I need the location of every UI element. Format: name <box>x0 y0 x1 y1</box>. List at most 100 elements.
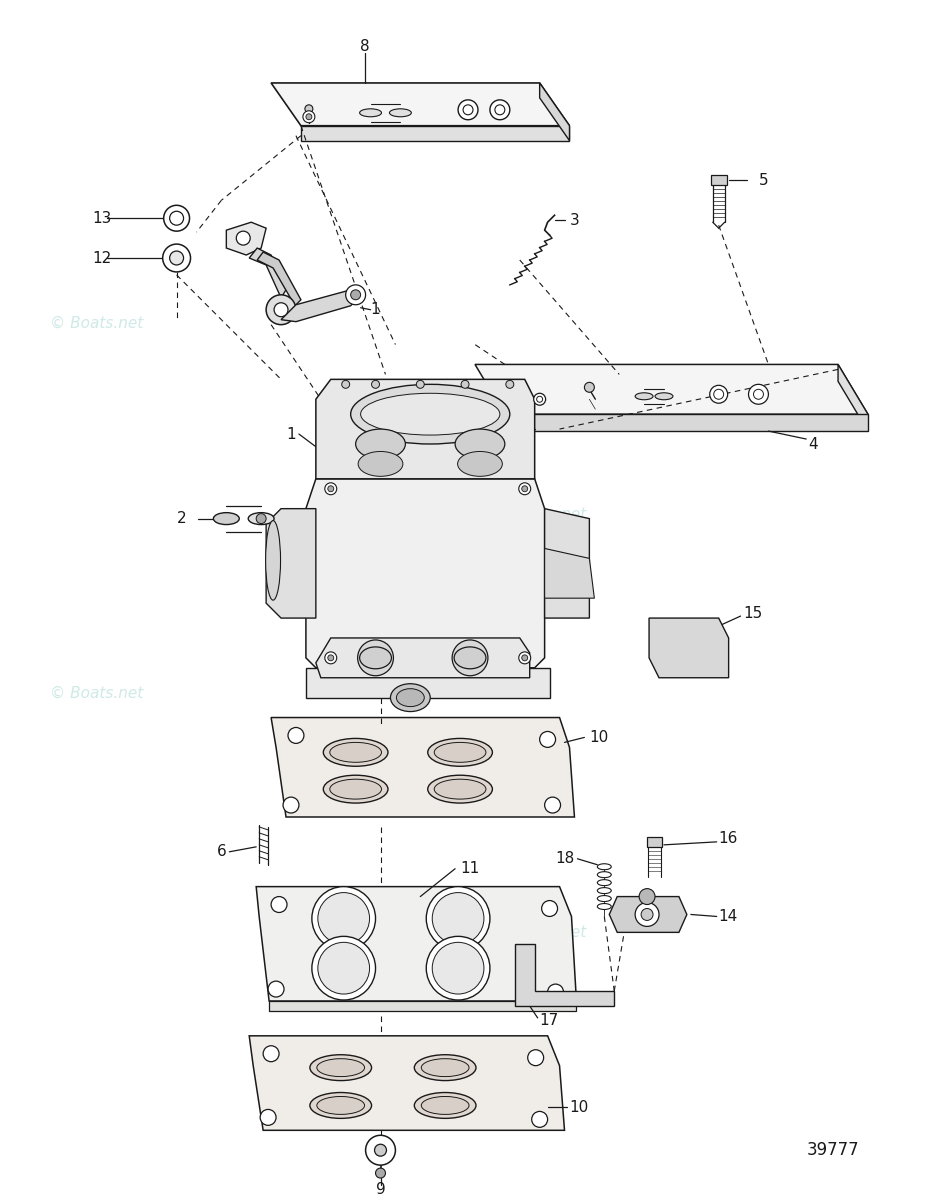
Circle shape <box>351 290 361 300</box>
Circle shape <box>365 1135 396 1165</box>
Text: 15: 15 <box>744 606 763 620</box>
Ellipse shape <box>597 871 611 877</box>
Circle shape <box>325 652 337 664</box>
Circle shape <box>540 732 555 748</box>
Ellipse shape <box>324 775 388 803</box>
Polygon shape <box>266 509 316 618</box>
Circle shape <box>522 486 528 492</box>
Text: 11: 11 <box>460 862 479 876</box>
Circle shape <box>426 936 490 1000</box>
Ellipse shape <box>597 904 611 910</box>
Circle shape <box>506 380 513 389</box>
Circle shape <box>519 482 530 494</box>
Ellipse shape <box>415 1092 476 1118</box>
Circle shape <box>271 896 287 912</box>
Circle shape <box>358 640 394 676</box>
Ellipse shape <box>457 451 502 476</box>
Circle shape <box>426 887 490 950</box>
Text: 4: 4 <box>809 437 818 451</box>
Polygon shape <box>281 290 359 322</box>
Circle shape <box>236 232 251 245</box>
Circle shape <box>531 1111 548 1127</box>
Polygon shape <box>226 222 266 256</box>
Text: 39777: 39777 <box>807 1141 860 1159</box>
Text: 5: 5 <box>758 173 768 188</box>
Circle shape <box>452 640 488 676</box>
Ellipse shape <box>597 895 611 901</box>
Circle shape <box>545 797 561 814</box>
Circle shape <box>490 100 510 120</box>
Ellipse shape <box>351 384 510 444</box>
Circle shape <box>376 1168 385 1178</box>
Ellipse shape <box>597 888 611 894</box>
Ellipse shape <box>635 392 653 400</box>
Polygon shape <box>514 944 614 1006</box>
Circle shape <box>432 942 484 994</box>
Ellipse shape <box>389 109 411 116</box>
Circle shape <box>263 1045 279 1062</box>
Polygon shape <box>257 252 301 306</box>
Polygon shape <box>540 83 569 140</box>
Ellipse shape <box>310 1055 372 1080</box>
Ellipse shape <box>358 451 403 476</box>
Polygon shape <box>838 365 868 431</box>
Circle shape <box>162 244 191 272</box>
Polygon shape <box>250 1036 565 1130</box>
Circle shape <box>342 380 349 389</box>
Ellipse shape <box>421 1058 469 1076</box>
Circle shape <box>256 514 266 523</box>
Circle shape <box>519 652 530 664</box>
Text: 2: 2 <box>177 511 186 526</box>
Text: 14: 14 <box>718 908 738 924</box>
Circle shape <box>283 797 299 814</box>
Circle shape <box>528 1050 544 1066</box>
Text: 18: 18 <box>555 851 574 866</box>
Ellipse shape <box>428 775 493 803</box>
Ellipse shape <box>360 647 391 668</box>
Ellipse shape <box>435 743 486 762</box>
Ellipse shape <box>317 1058 364 1076</box>
Circle shape <box>432 893 484 944</box>
Ellipse shape <box>597 880 611 886</box>
Circle shape <box>274 302 288 317</box>
Circle shape <box>163 205 190 232</box>
Bar <box>711 175 727 185</box>
Ellipse shape <box>597 864 611 870</box>
Text: 3: 3 <box>569 212 579 228</box>
Circle shape <box>375 1145 386 1156</box>
Text: 1: 1 <box>287 426 296 442</box>
Bar <box>647 836 662 847</box>
Text: 17: 17 <box>540 1013 559 1028</box>
Text: 13: 13 <box>92 211 111 226</box>
Circle shape <box>327 655 334 661</box>
Circle shape <box>325 482 337 494</box>
Polygon shape <box>306 668 549 697</box>
Circle shape <box>642 908 653 920</box>
Circle shape <box>522 655 528 661</box>
Circle shape <box>318 942 369 994</box>
Text: 16: 16 <box>718 832 738 846</box>
Circle shape <box>260 1110 276 1126</box>
Polygon shape <box>270 1001 576 1010</box>
Circle shape <box>318 893 369 944</box>
Ellipse shape <box>361 394 500 436</box>
Text: 10: 10 <box>569 1100 588 1115</box>
Circle shape <box>749 384 769 404</box>
Circle shape <box>312 936 376 1000</box>
Text: 1: 1 <box>370 302 381 317</box>
Text: © Boats.net: © Boats.net <box>49 316 143 331</box>
Polygon shape <box>316 638 530 678</box>
Ellipse shape <box>324 738 388 767</box>
Circle shape <box>417 380 424 389</box>
Polygon shape <box>609 896 687 932</box>
Polygon shape <box>306 479 545 668</box>
Circle shape <box>537 396 543 402</box>
Circle shape <box>170 211 183 226</box>
Circle shape <box>372 380 380 389</box>
Polygon shape <box>250 248 286 298</box>
Circle shape <box>714 389 724 400</box>
Ellipse shape <box>360 109 381 116</box>
Circle shape <box>305 104 313 113</box>
Circle shape <box>461 380 469 389</box>
Circle shape <box>312 887 376 950</box>
